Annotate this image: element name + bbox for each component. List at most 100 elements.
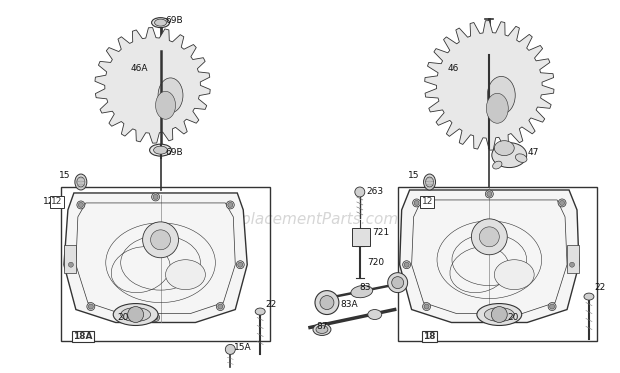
Ellipse shape: [487, 76, 515, 114]
Text: ReplacementParts.com: ReplacementParts.com: [221, 212, 399, 228]
Ellipse shape: [351, 285, 373, 298]
Text: 18A: 18A: [73, 332, 92, 341]
Ellipse shape: [77, 177, 85, 187]
Circle shape: [404, 262, 409, 267]
Ellipse shape: [113, 304, 158, 326]
Text: 20: 20: [118, 313, 129, 322]
Text: 47: 47: [527, 148, 539, 157]
Ellipse shape: [75, 174, 87, 190]
Circle shape: [423, 303, 430, 311]
Circle shape: [78, 203, 83, 207]
Circle shape: [570, 262, 575, 267]
Text: 22: 22: [594, 283, 605, 292]
Text: 720: 720: [367, 258, 384, 267]
Ellipse shape: [313, 323, 331, 335]
Text: 83A: 83A: [340, 300, 358, 309]
Text: 87: 87: [316, 322, 327, 331]
Ellipse shape: [166, 260, 205, 289]
Circle shape: [128, 307, 144, 323]
Text: 46A: 46A: [131, 64, 148, 73]
Ellipse shape: [494, 260, 534, 289]
Text: 15: 15: [59, 170, 71, 179]
Text: 12: 12: [43, 197, 55, 206]
Circle shape: [560, 200, 565, 206]
Circle shape: [153, 315, 158, 320]
Circle shape: [487, 191, 492, 197]
Text: 12: 12: [51, 197, 63, 206]
Ellipse shape: [156, 91, 175, 119]
Bar: [61, 187, 270, 341]
Polygon shape: [425, 21, 554, 150]
Circle shape: [568, 261, 576, 269]
Circle shape: [558, 199, 566, 207]
Circle shape: [424, 304, 429, 309]
Text: 12: 12: [422, 197, 433, 206]
Bar: [64, 245, 76, 273]
Circle shape: [218, 304, 223, 309]
Circle shape: [491, 307, 507, 323]
Circle shape: [226, 201, 234, 209]
Circle shape: [320, 295, 334, 310]
Circle shape: [388, 273, 407, 292]
Circle shape: [414, 200, 419, 206]
Circle shape: [225, 344, 235, 354]
Circle shape: [392, 277, 404, 289]
Circle shape: [152, 314, 159, 322]
Text: 69B: 69B: [166, 148, 183, 157]
Circle shape: [471, 219, 507, 255]
Circle shape: [548, 303, 556, 311]
Ellipse shape: [477, 304, 521, 326]
Ellipse shape: [492, 142, 527, 167]
Polygon shape: [64, 193, 247, 323]
Circle shape: [67, 261, 75, 269]
Circle shape: [87, 303, 95, 311]
Ellipse shape: [493, 161, 502, 169]
Circle shape: [237, 262, 243, 267]
Ellipse shape: [154, 146, 167, 154]
Ellipse shape: [425, 177, 433, 187]
Ellipse shape: [158, 78, 183, 113]
Text: 46: 46: [448, 64, 459, 73]
Ellipse shape: [423, 174, 435, 190]
Ellipse shape: [484, 308, 514, 322]
Ellipse shape: [121, 308, 151, 322]
Circle shape: [479, 227, 499, 247]
Ellipse shape: [255, 308, 265, 315]
Circle shape: [151, 230, 170, 250]
Ellipse shape: [368, 310, 382, 320]
Text: 15A: 15A: [234, 343, 252, 352]
Ellipse shape: [584, 293, 594, 300]
Text: 22: 22: [265, 300, 277, 309]
Bar: [567, 245, 579, 273]
Circle shape: [402, 261, 410, 269]
Polygon shape: [95, 28, 210, 143]
Circle shape: [77, 201, 85, 209]
Circle shape: [228, 203, 232, 207]
Circle shape: [487, 315, 492, 320]
Circle shape: [153, 194, 158, 200]
Polygon shape: [400, 190, 579, 323]
Ellipse shape: [494, 141, 514, 156]
Bar: [352, 228, 370, 246]
Text: 18: 18: [423, 332, 436, 341]
Circle shape: [413, 199, 420, 207]
Text: 20: 20: [507, 313, 519, 322]
Circle shape: [315, 291, 339, 314]
Circle shape: [485, 314, 494, 322]
Text: 721: 721: [372, 228, 389, 237]
Text: 12: 12: [422, 197, 433, 206]
Text: 263: 263: [367, 188, 384, 197]
Ellipse shape: [486, 93, 508, 123]
Circle shape: [355, 187, 365, 197]
Circle shape: [485, 190, 494, 198]
Text: 69B: 69B: [166, 16, 183, 25]
Bar: [397, 187, 597, 341]
Ellipse shape: [154, 19, 167, 26]
Circle shape: [236, 261, 244, 269]
Ellipse shape: [316, 326, 328, 333]
Circle shape: [88, 304, 93, 309]
Ellipse shape: [515, 154, 527, 162]
Circle shape: [216, 303, 224, 311]
Circle shape: [143, 222, 179, 258]
Text: 83: 83: [360, 283, 371, 292]
